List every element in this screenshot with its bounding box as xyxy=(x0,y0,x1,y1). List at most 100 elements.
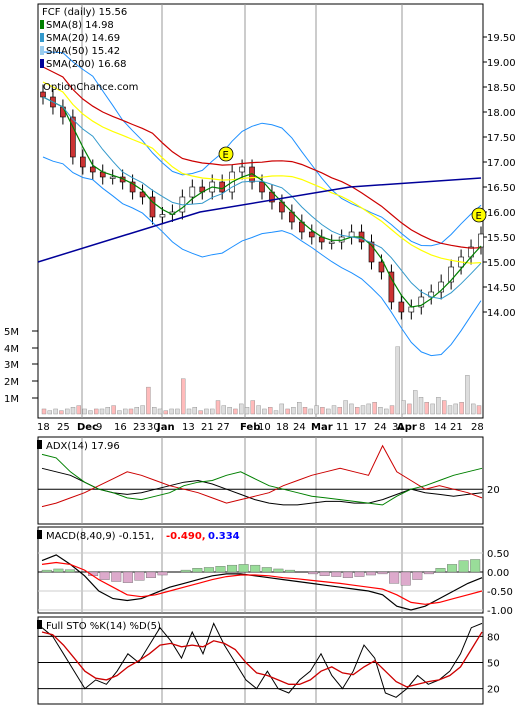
macd-histogram-bar xyxy=(41,569,52,573)
legend-swatch xyxy=(40,59,44,68)
volume-bar xyxy=(169,408,174,415)
volume-bar xyxy=(453,403,458,415)
x-tick-label: 18 xyxy=(37,422,50,433)
earnings-marker xyxy=(471,207,487,223)
volume-bar xyxy=(105,407,111,415)
adx-tick-label: 20 xyxy=(487,485,500,496)
volume-bar xyxy=(285,408,290,415)
macd-histogram-bar xyxy=(99,571,110,580)
volume-tick-label: 2M xyxy=(4,377,19,388)
volume-bar xyxy=(41,408,47,415)
macd-histogram-bar xyxy=(354,571,365,577)
macd-histogram-bar xyxy=(64,569,75,573)
volume-bar xyxy=(418,397,424,415)
volume-bar xyxy=(227,407,232,415)
x-tick-label: Jan xyxy=(156,422,175,433)
x-tick-label: 27 xyxy=(217,422,230,433)
earnings-marker-label: E xyxy=(223,150,229,161)
candle-body xyxy=(408,306,415,313)
macd-histogram-bar xyxy=(458,560,469,573)
macd-histogram-bar xyxy=(342,571,353,578)
macd-histogram-bar xyxy=(412,571,423,580)
price-tick-label: 14.50 xyxy=(487,283,516,294)
volume-bar xyxy=(250,400,256,415)
x-tick-label: Mar xyxy=(311,422,333,433)
macd-histogram-bar xyxy=(284,569,295,573)
macd-histogram-bar xyxy=(400,571,411,586)
macd-signal-value: -0.490, xyxy=(166,531,206,542)
volume-bar xyxy=(76,405,82,415)
price-tick-label: 16.00 xyxy=(487,208,516,219)
volume-bar xyxy=(355,407,360,415)
price-panel xyxy=(37,3,484,419)
volume-bar xyxy=(209,408,215,415)
macd-histogram-bar xyxy=(122,571,133,583)
macd-histogram-bar xyxy=(180,569,191,573)
candle-body xyxy=(418,296,425,308)
macd-histogram-bar xyxy=(111,571,122,582)
price-tick-label: 19.00 xyxy=(487,58,516,69)
volume-bar xyxy=(59,410,64,415)
volume-bar xyxy=(88,410,93,415)
volume-bar xyxy=(122,408,128,415)
adx-swatch xyxy=(37,440,42,449)
legend-swatch xyxy=(40,20,44,29)
bollinger-lower-line xyxy=(42,156,482,357)
candle-body xyxy=(398,301,405,313)
adx-panel xyxy=(37,436,484,525)
x-tick-label: 21 xyxy=(450,422,463,433)
macd-hist-value: 0.334 xyxy=(208,531,240,542)
volume-tick-label: 5M xyxy=(4,327,19,338)
watermark-text: OptionChance.com xyxy=(43,82,138,93)
volume-bar xyxy=(349,403,354,415)
x-tick-label: 14 xyxy=(434,422,447,433)
volume-bar xyxy=(175,408,180,415)
volume-bar xyxy=(221,405,227,415)
volume-bar xyxy=(471,403,476,415)
macd-label: MACD(8,40,9) -0.151, xyxy=(46,531,154,542)
earnings-marker-label: E xyxy=(476,211,482,222)
x-tick-label: 11 xyxy=(336,422,349,433)
volume-bar xyxy=(128,408,134,415)
macd-histogram-bar xyxy=(134,571,145,581)
volume-bar xyxy=(337,407,342,415)
volume-bar xyxy=(215,400,221,415)
candle-body xyxy=(259,181,265,193)
candle-body xyxy=(308,231,315,238)
volume-bar xyxy=(291,407,296,415)
volume-bar xyxy=(244,407,250,415)
candle-body xyxy=(89,166,96,173)
volume-bar xyxy=(459,402,464,415)
price-tick-label: 18.00 xyxy=(487,108,516,119)
macd-histogram-bar xyxy=(366,571,376,576)
x-tick-label: 24 xyxy=(293,422,306,433)
volume-bar xyxy=(99,408,105,415)
macd-histogram-bar xyxy=(377,571,388,575)
volume-bar xyxy=(146,386,151,415)
sto-label: Full STO %K(14) %D(5) xyxy=(46,621,161,632)
volume-bar xyxy=(314,405,319,415)
volume-bar xyxy=(326,408,331,415)
sma-red-line xyxy=(42,66,482,249)
volume-bar xyxy=(256,405,261,415)
candle-body xyxy=(378,261,385,273)
adx-di-plus-line xyxy=(41,453,483,506)
macd-tick-label: -0.50 xyxy=(487,587,513,598)
volume-bar xyxy=(64,408,70,415)
volume-bar xyxy=(447,405,453,415)
macd-histogram-bar xyxy=(203,567,214,573)
volume-bar xyxy=(117,410,122,415)
macd-histogram-bar xyxy=(192,568,203,573)
volume-bar xyxy=(192,407,198,415)
volume-bar xyxy=(70,407,76,415)
macd-signal-line xyxy=(41,561,483,605)
volume-bar xyxy=(378,407,383,415)
volume-bar xyxy=(268,407,273,415)
candle-body xyxy=(80,156,86,168)
sma200-line xyxy=(37,177,482,263)
volume-bar xyxy=(395,346,400,415)
volume-bar xyxy=(302,407,308,415)
macd-histogram-bar xyxy=(470,559,481,573)
macd-histogram-bar xyxy=(273,568,284,573)
